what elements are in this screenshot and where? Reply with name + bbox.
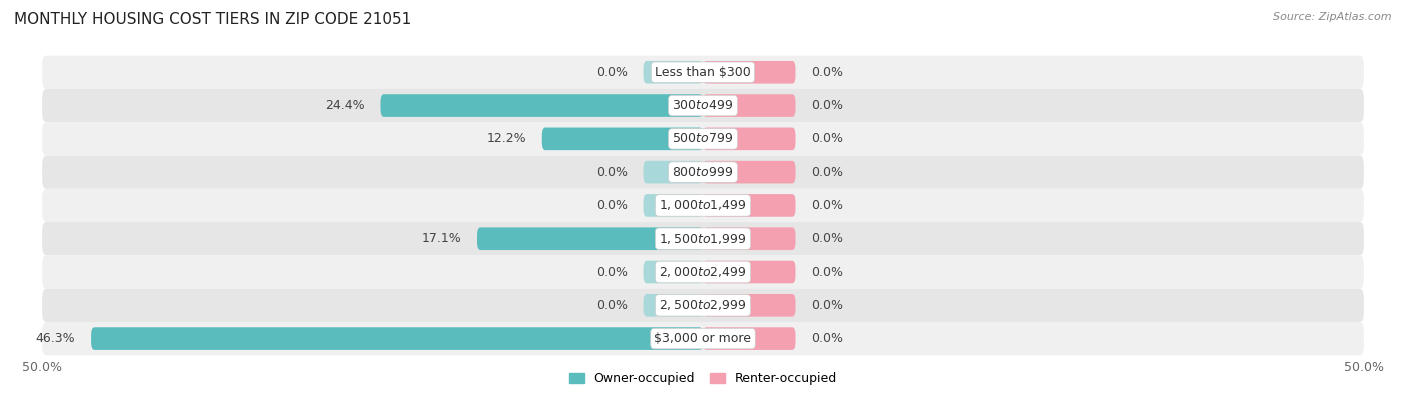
FancyBboxPatch shape	[703, 261, 796, 283]
FancyBboxPatch shape	[381, 94, 703, 117]
Text: 0.0%: 0.0%	[596, 166, 627, 178]
Text: $500 to $799: $500 to $799	[672, 132, 734, 145]
Text: $2,000 to $2,499: $2,000 to $2,499	[659, 265, 747, 279]
Text: 0.0%: 0.0%	[811, 199, 844, 212]
FancyBboxPatch shape	[42, 289, 1364, 322]
Text: 0.0%: 0.0%	[811, 232, 844, 245]
Text: Less than $300: Less than $300	[655, 66, 751, 79]
Text: $1,000 to $1,499: $1,000 to $1,499	[659, 198, 747, 212]
FancyBboxPatch shape	[477, 227, 703, 250]
Text: 24.4%: 24.4%	[325, 99, 364, 112]
FancyBboxPatch shape	[703, 61, 796, 83]
FancyBboxPatch shape	[644, 194, 703, 217]
Text: 0.0%: 0.0%	[811, 66, 844, 79]
Text: 12.2%: 12.2%	[486, 132, 526, 145]
FancyBboxPatch shape	[42, 255, 1364, 289]
FancyBboxPatch shape	[644, 261, 703, 283]
FancyBboxPatch shape	[703, 161, 796, 183]
Text: 0.0%: 0.0%	[811, 299, 844, 312]
FancyBboxPatch shape	[703, 94, 796, 117]
Text: 0.0%: 0.0%	[596, 266, 627, 278]
Legend: Owner-occupied, Renter-occupied: Owner-occupied, Renter-occupied	[564, 367, 842, 390]
FancyBboxPatch shape	[42, 89, 1364, 122]
FancyBboxPatch shape	[644, 161, 703, 183]
Text: 0.0%: 0.0%	[596, 299, 627, 312]
Text: 0.0%: 0.0%	[811, 332, 844, 345]
FancyBboxPatch shape	[42, 122, 1364, 156]
Text: $300 to $499: $300 to $499	[672, 99, 734, 112]
FancyBboxPatch shape	[703, 194, 796, 217]
Text: 0.0%: 0.0%	[596, 199, 627, 212]
FancyBboxPatch shape	[644, 294, 703, 317]
FancyBboxPatch shape	[91, 327, 703, 350]
Text: 0.0%: 0.0%	[811, 99, 844, 112]
FancyBboxPatch shape	[703, 227, 796, 250]
Text: 0.0%: 0.0%	[596, 66, 627, 79]
FancyBboxPatch shape	[703, 327, 796, 350]
Text: 0.0%: 0.0%	[811, 132, 844, 145]
Text: $2,500 to $2,999: $2,500 to $2,999	[659, 298, 747, 312]
Text: 0.0%: 0.0%	[811, 266, 844, 278]
FancyBboxPatch shape	[703, 294, 796, 317]
FancyBboxPatch shape	[541, 127, 703, 150]
Text: $3,000 or more: $3,000 or more	[655, 332, 751, 345]
FancyBboxPatch shape	[42, 222, 1364, 255]
Text: $1,500 to $1,999: $1,500 to $1,999	[659, 232, 747, 246]
Text: Source: ZipAtlas.com: Source: ZipAtlas.com	[1274, 12, 1392, 22]
FancyBboxPatch shape	[703, 127, 796, 150]
FancyBboxPatch shape	[42, 189, 1364, 222]
Text: MONTHLY HOUSING COST TIERS IN ZIP CODE 21051: MONTHLY HOUSING COST TIERS IN ZIP CODE 2…	[14, 12, 412, 27]
Text: 17.1%: 17.1%	[422, 232, 461, 245]
FancyBboxPatch shape	[644, 61, 703, 83]
Text: $800 to $999: $800 to $999	[672, 166, 734, 178]
Text: 0.0%: 0.0%	[811, 166, 844, 178]
Text: 46.3%: 46.3%	[35, 332, 76, 345]
FancyBboxPatch shape	[42, 322, 1364, 355]
FancyBboxPatch shape	[42, 156, 1364, 189]
FancyBboxPatch shape	[42, 56, 1364, 89]
